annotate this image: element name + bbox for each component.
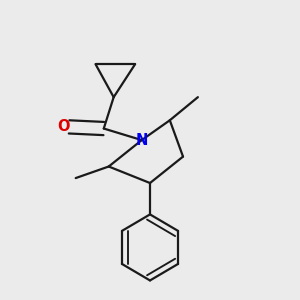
Text: N: N — [136, 133, 148, 148]
Text: O: O — [57, 119, 69, 134]
